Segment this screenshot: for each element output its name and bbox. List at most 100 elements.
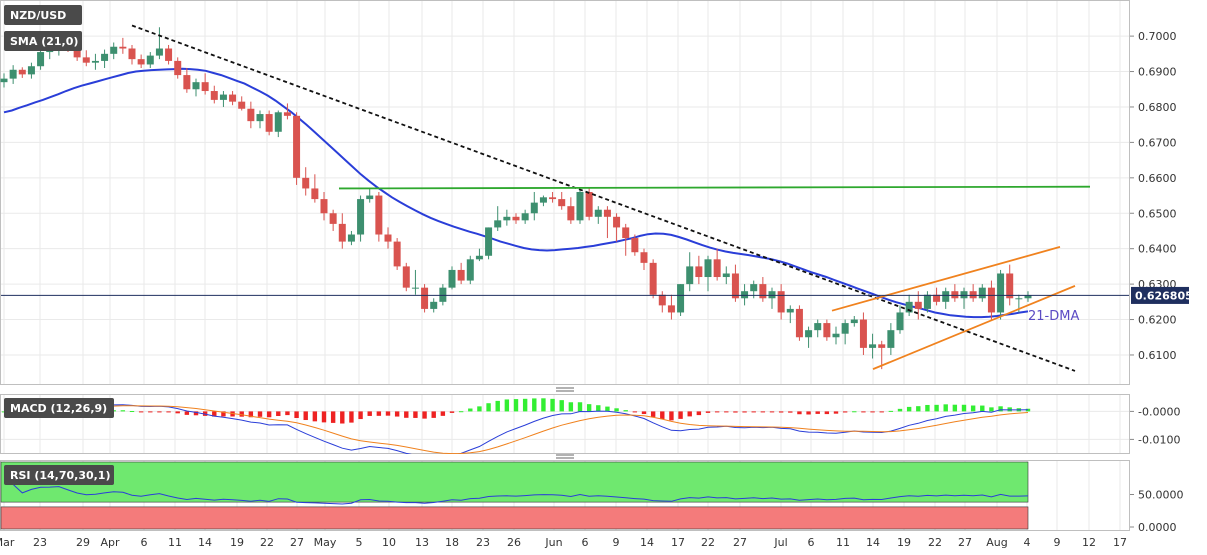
pane-splitter-handle[interactable] [556,454,574,459]
x-tick-label: 5 [356,536,363,549]
candle-body [201,82,209,92]
macd-histogram-bar [440,411,446,416]
macd-histogram-bar [413,411,418,418]
y-tick-label: 0.7000 [1138,30,1177,43]
candle-body [283,112,291,116]
y-tick-label: 0.6800 [1138,101,1177,114]
y-tick-label: 0.6500 [1138,207,1177,220]
candle-body [174,60,182,76]
macd-histogram-bar [641,411,647,415]
macd-histogram-bar [998,406,1003,412]
macd-histogram-bar [349,411,354,423]
x-tick-label: 9 [1054,536,1061,549]
candle-body [539,197,547,203]
macd-badge[interactable]: MACD (12,26,9) [4,398,114,418]
x-tick-label: 6 [582,536,589,549]
candle-body [914,301,922,309]
trend-line-orange [831,246,1061,312]
macd-histogram-bar [303,411,308,421]
current-price-tag: 0.626805 [1131,286,1193,304]
pane-splitter-handle[interactable] [556,387,574,392]
price-panel [0,0,1130,385]
macd-label: MACD (12,26,9) [10,402,107,415]
candle-body [704,259,712,278]
macd-histogram-bar [943,404,948,412]
symbol-badge[interactable]: NZD/USD [4,5,82,25]
candle-body [347,234,355,242]
macd-histogram-bar [1007,407,1012,412]
candle-body [978,287,986,299]
macd-histogram-bar [815,411,820,414]
candle-body [1015,298,1023,300]
candle-body [1024,295,1032,299]
macd-histogram-bar [733,411,738,413]
candle-body [987,287,995,313]
candle-body [430,301,438,309]
candle-body [18,69,26,75]
candle-body [119,46,127,49]
candle-body [777,291,785,313]
candle-body [887,330,895,348]
candle-body [439,287,447,302]
y-tick-label: 0.6700 [1138,136,1177,149]
x-tick-label: 17 [1113,536,1127,549]
candle-body [338,223,346,242]
candle-body [795,308,803,338]
x-tick-label: 22 [260,536,274,549]
macd-histogram-bar [879,411,884,413]
macd-histogram-bar [678,411,683,419]
candle-body [823,323,831,338]
price-y-axis: 0.7000 0.6900 0.6800 0.6700 0.6600 0.6500 0.64… [1130,30,1184,534]
candle-body [713,259,721,278]
rsi-badge[interactable]: RSI (14,70,30,1) [4,465,114,485]
candle-body [923,294,931,309]
macd-histogram-bar [248,411,254,418]
macd-histogram-bar [586,404,592,412]
macd-histogram-bar [605,406,610,412]
candle-body [210,91,218,100]
candle-body [997,273,1005,313]
macd-histogram-bar [148,411,153,413]
macd-histogram-bar [367,411,372,416]
macd-histogram-bar [906,406,912,412]
candle-body [375,195,383,235]
macd-histogram-bar [833,411,839,414]
sma-badge[interactable]: SMA (21,0) [4,31,82,51]
candle-body [960,291,968,299]
price-plot [0,24,1129,372]
grid-lines [1,1,1129,530]
macd-histogram-bar [166,411,171,413]
macd-histogram-bar [751,411,756,413]
x-tick-label: 19 [897,536,911,549]
candle-body [101,53,109,61]
candle-body [521,213,529,221]
macd-histogram-bar [157,411,162,413]
candle-body [366,195,374,200]
candle-body [110,46,118,54]
trend-line-orange [872,285,1076,370]
candle-body [841,323,849,334]
candle-body [128,48,136,60]
candle-body [905,301,913,313]
macd-histogram-bar [614,408,619,412]
macd-histogram-bar [870,411,875,413]
x-tick-label: 27 [290,536,304,549]
candle-body [512,216,520,221]
candle-body [859,319,867,348]
candle-body [695,266,703,278]
candle-body [384,234,392,242]
rsi-oversold-zone [0,506,1029,530]
macd-histogram-bar [294,411,299,419]
x-tick-label: Jun [544,536,562,549]
x-tick-label: 27 [733,536,747,549]
macd-histogram-bar [714,411,720,413]
trend-line-green [338,185,1091,190]
x-tick-label: 22 [928,536,942,549]
candle-body [1006,273,1014,299]
candle-body [814,323,822,331]
candle-body [311,188,319,200]
macd-histogram-bar [650,411,656,417]
macd-histogram-bar [285,411,290,416]
candle-body [878,344,886,348]
candle-body [421,287,429,309]
